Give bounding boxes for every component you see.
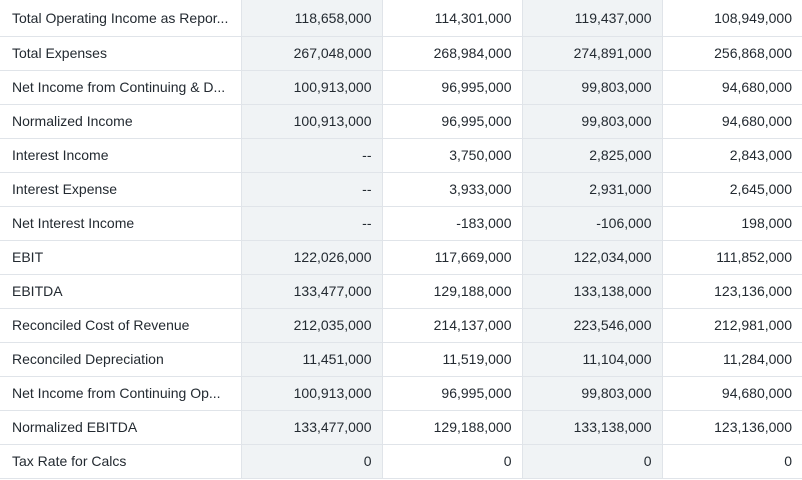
value-cell-col-2: 0 xyxy=(382,444,523,479)
value-cell-col-3: 2,931,000 xyxy=(522,172,663,207)
value-cell-col-4: 2,843,000 xyxy=(662,138,802,173)
row-label: Total Expenses xyxy=(0,36,242,71)
table-row[interactable]: Net Income from Continuing & D... 100,913… xyxy=(0,70,802,105)
row-label: EBIT xyxy=(0,240,242,275)
value-cell-col-1: 133,477,000 xyxy=(241,410,383,445)
row-label: Interest Expense xyxy=(0,172,242,207)
value-cell-col-4: 11,284,000 xyxy=(662,342,802,377)
value-cell-col-3: 99,803,000 xyxy=(522,104,663,139)
value-cell-col-2: 214,137,000 xyxy=(382,308,523,343)
value-cell-col-3: 122,034,000 xyxy=(522,240,663,275)
value-cell-col-4: 123,136,000 xyxy=(662,274,802,309)
table-row[interactable]: Reconciled Depreciation 11,451,000 11,519,… xyxy=(0,342,802,377)
table-row[interactable]: Normalized Income 100,913,000 96,995,000 99… xyxy=(0,104,802,139)
value-cell-col-4: 123,136,000 xyxy=(662,410,802,445)
value-cell-col-2: 96,995,000 xyxy=(382,70,523,105)
table-row[interactable]: Total Expenses 267,048,000 268,984,000 274,… xyxy=(0,36,802,71)
table-row[interactable]: EBITDA 133,477,000 129,188,000 133,138,000 1… xyxy=(0,274,802,309)
row-label: Total Operating Income as Repor... xyxy=(0,0,242,37)
value-cell-col-3: -106,000 xyxy=(522,206,663,241)
value-cell-col-2: 3,750,000 xyxy=(382,138,523,173)
row-label: Reconciled Cost of Revenue xyxy=(0,308,242,343)
row-label: Interest Income xyxy=(0,138,242,173)
table-row[interactable]: Net Income from Continuing Op... 100,913,… xyxy=(0,376,802,411)
value-cell-col-1: -- xyxy=(241,138,383,173)
value-cell-col-1: 0 xyxy=(241,444,383,479)
value-cell-col-1: 118,658,000 xyxy=(241,0,383,37)
value-cell-col-3: 0 xyxy=(522,444,663,479)
value-cell-col-1: 100,913,000 xyxy=(241,376,383,411)
value-cell-col-4: 111,852,000 xyxy=(662,240,802,275)
value-cell-col-4: 94,680,000 xyxy=(662,70,802,105)
value-cell-col-2: 96,995,000 xyxy=(382,376,523,411)
value-cell-col-4: 94,680,000 xyxy=(662,104,802,139)
row-label: Net Income from Continuing Op... xyxy=(0,376,242,411)
value-cell-col-4: 198,000 xyxy=(662,206,802,241)
value-cell-col-2: 268,984,000 xyxy=(382,36,523,71)
value-cell-col-4: 0 xyxy=(662,444,802,479)
value-cell-col-2: 129,188,000 xyxy=(382,410,523,445)
row-label: EBITDA xyxy=(0,274,242,309)
value-cell-col-4: 94,680,000 xyxy=(662,376,802,411)
value-cell-col-3: 133,138,000 xyxy=(522,410,663,445)
table-row[interactable]: Net Interest Income -- -183,000 -106,000 198… xyxy=(0,206,802,241)
value-cell-col-2: 3,933,000 xyxy=(382,172,523,207)
value-cell-col-3: 99,803,000 xyxy=(522,376,663,411)
row-label: Net Interest Income xyxy=(0,206,242,241)
value-cell-col-4: 256,868,000 xyxy=(662,36,802,71)
value-cell-col-4: 2,645,000 xyxy=(662,172,802,207)
value-cell-col-1: 133,477,000 xyxy=(241,274,383,309)
value-cell-col-1: 100,913,000 xyxy=(241,104,383,139)
value-cell-col-2: 117,669,000 xyxy=(382,240,523,275)
table-row[interactable]: Normalized EBITDA 133,477,000 129,188,000 1… xyxy=(0,410,802,445)
table-row[interactable]: Total Operating Income as Repor... 118,65… xyxy=(0,0,802,37)
value-cell-col-3: 99,803,000 xyxy=(522,70,663,105)
table-row[interactable]: Tax Rate for Calcs 0 0 0 0 xyxy=(0,444,802,479)
table-row[interactable]: Reconciled Cost of Revenue 212,035,000 214… xyxy=(0,308,802,343)
value-cell-col-4: 108,949,000 xyxy=(662,0,802,37)
value-cell-col-1: 122,026,000 xyxy=(241,240,383,275)
value-cell-col-2: 11,519,000 xyxy=(382,342,523,377)
value-cell-col-1: 267,048,000 xyxy=(241,36,383,71)
value-cell-col-4: 212,981,000 xyxy=(662,308,802,343)
value-cell-col-1: 11,451,000 xyxy=(241,342,383,377)
table-row[interactable]: Interest Expense -- 3,933,000 2,931,000 2,64… xyxy=(0,172,802,207)
value-cell-col-1: -- xyxy=(241,172,383,207)
row-label: Normalized Income xyxy=(0,104,242,139)
value-cell-col-3: 119,437,000 xyxy=(522,0,663,37)
row-label: Reconciled Depreciation xyxy=(0,342,242,377)
row-label: Tax Rate for Calcs xyxy=(0,444,242,479)
value-cell-col-3: 223,546,000 xyxy=(522,308,663,343)
value-cell-col-1: 212,035,000 xyxy=(241,308,383,343)
row-label: Normalized EBITDA xyxy=(0,410,242,445)
value-cell-col-3: 133,138,000 xyxy=(522,274,663,309)
value-cell-col-2: 96,995,000 xyxy=(382,104,523,139)
value-cell-col-1: 100,913,000 xyxy=(241,70,383,105)
table-row[interactable]: Interest Income -- 3,750,000 2,825,000 2,843… xyxy=(0,138,802,173)
table-row[interactable]: EBIT 122,026,000 117,669,000 122,034,000 111… xyxy=(0,240,802,275)
row-label: Net Income from Continuing & D... xyxy=(0,70,242,105)
value-cell-col-3: 2,825,000 xyxy=(522,138,663,173)
value-cell-col-2: 129,188,000 xyxy=(382,274,523,309)
value-cell-col-3: 11,104,000 xyxy=(522,342,663,377)
value-cell-col-2: -183,000 xyxy=(382,206,523,241)
value-cell-col-2: 114,301,000 xyxy=(382,0,523,37)
value-cell-col-1: -- xyxy=(241,206,383,241)
value-cell-col-3: 274,891,000 xyxy=(522,36,663,71)
